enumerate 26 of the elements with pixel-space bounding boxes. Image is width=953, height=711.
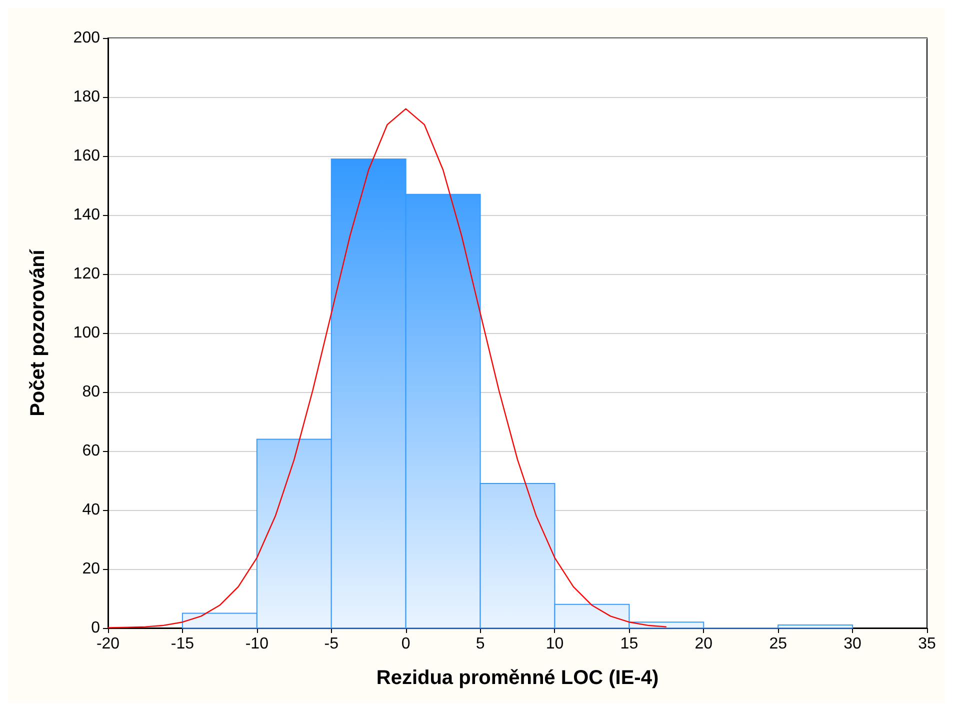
y-tick-label: 180 — [73, 88, 100, 106]
y-tick-label: 200 — [73, 30, 100, 46]
y-axis-title: Počet pozorování — [27, 248, 49, 416]
y-tick-label: 140 — [73, 206, 100, 224]
x-tick-label: 35 — [918, 636, 936, 652]
x-tick-label: 10 — [546, 636, 564, 652]
x-tick-label: 25 — [769, 636, 788, 652]
x-axis-title: Rezidua proměnné LOC (IE-4) — [376, 667, 659, 689]
x-tick-label: -20 — [96, 636, 120, 652]
y-tick-label: 40 — [82, 502, 100, 518]
x-tick-label: 30 — [844, 636, 862, 652]
x-tick-label: 0 — [401, 636, 410, 652]
x-tick-label: 20 — [694, 636, 713, 652]
x-tick-label: 15 — [620, 636, 638, 652]
y-tick-label: 0 — [91, 620, 100, 636]
y-tick-label: 60 — [82, 442, 100, 460]
x-tick-label: -15 — [170, 636, 194, 652]
y-tick-label: 160 — [73, 148, 100, 164]
x-tick-label: 5 — [476, 636, 485, 652]
x-tick-label: -5 — [324, 636, 339, 652]
line-series — [107, 108, 668, 628]
y-tick-label: 120 — [73, 266, 100, 282]
y-tick-label: 80 — [82, 384, 100, 400]
x-tick-label: -10 — [245, 636, 269, 652]
y-tick-label: 100 — [73, 324, 100, 342]
y-tick-label: 20 — [82, 560, 100, 578]
